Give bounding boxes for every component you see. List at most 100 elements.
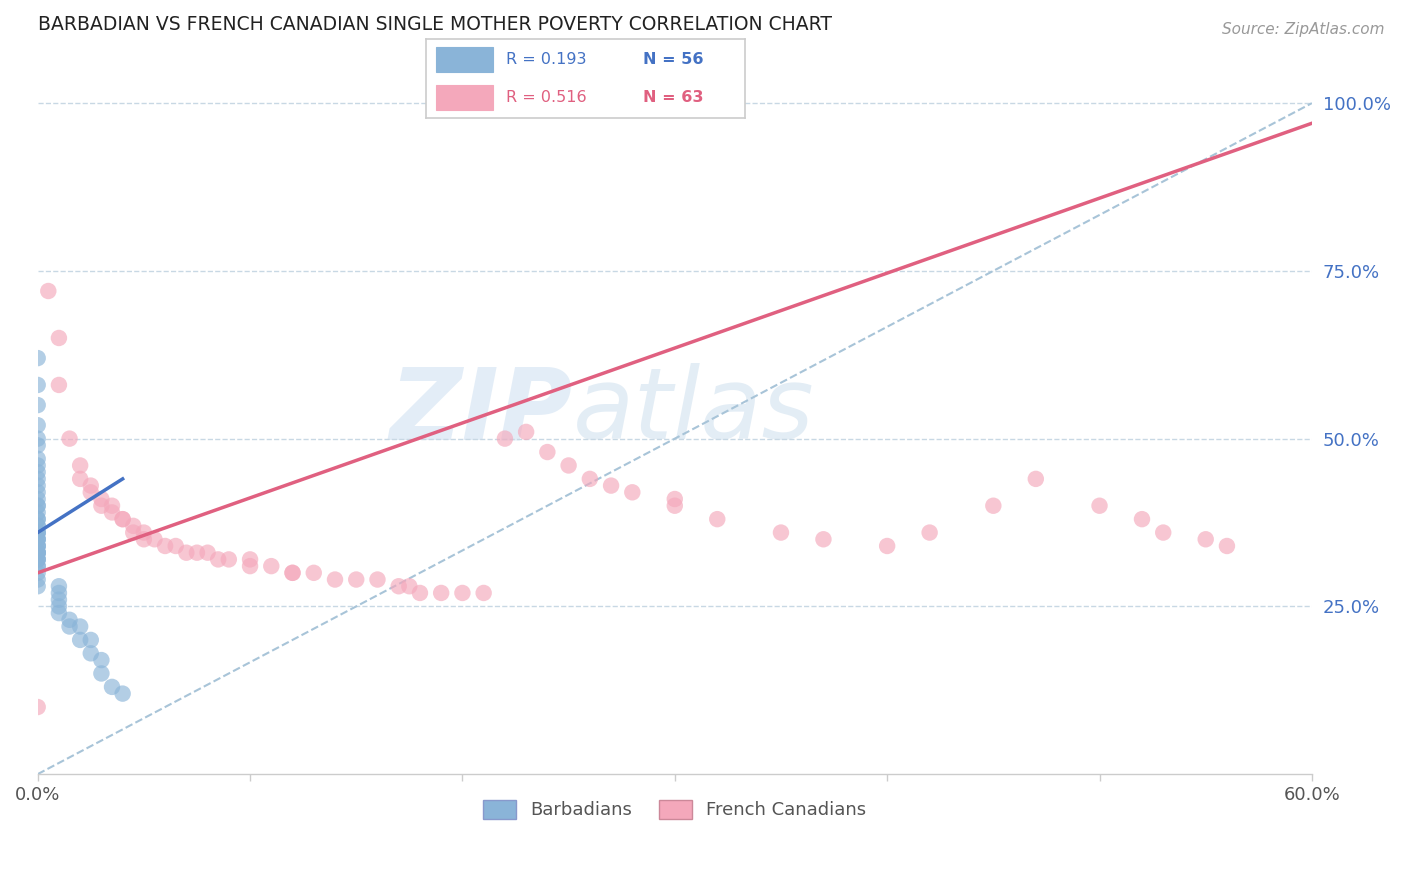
Point — [197, 546, 219, 560]
Point — [398, 579, 420, 593]
Point — [69, 458, 91, 473]
Point — [27, 485, 49, 500]
Point — [472, 586, 495, 600]
Point — [101, 499, 124, 513]
Point — [27, 378, 49, 392]
Point — [90, 666, 112, 681]
Point — [27, 512, 49, 526]
Text: Source: ZipAtlas.com: Source: ZipAtlas.com — [1222, 22, 1385, 37]
Point — [27, 505, 49, 519]
Point — [27, 552, 49, 566]
Point — [48, 331, 70, 345]
Point — [111, 512, 134, 526]
Point — [323, 573, 346, 587]
Point — [27, 499, 49, 513]
Point — [27, 566, 49, 580]
Point — [80, 646, 103, 660]
Point — [48, 592, 70, 607]
Point — [706, 512, 728, 526]
Point — [132, 533, 155, 547]
Point — [27, 552, 49, 566]
Point — [621, 485, 644, 500]
Text: BARBADIAN VS FRENCH CANADIAN SINGLE MOTHER POVERTY CORRELATION CHART: BARBADIAN VS FRENCH CANADIAN SINGLE MOTH… — [38, 15, 832, 34]
Text: ZIP: ZIP — [389, 363, 572, 460]
Point — [48, 599, 70, 614]
Point — [90, 499, 112, 513]
Point — [344, 573, 367, 587]
Point — [664, 491, 686, 506]
Point — [536, 445, 558, 459]
Point — [132, 525, 155, 540]
Point — [48, 586, 70, 600]
Point — [430, 586, 453, 600]
Point — [876, 539, 898, 553]
Point — [69, 619, 91, 633]
Point — [80, 485, 103, 500]
Point — [111, 512, 134, 526]
Point — [69, 632, 91, 647]
Point — [27, 519, 49, 533]
Point — [1216, 539, 1239, 553]
Point — [207, 552, 229, 566]
Point — [600, 478, 623, 492]
Point — [1088, 499, 1111, 513]
Point — [101, 505, 124, 519]
Point — [143, 533, 166, 547]
Point — [153, 539, 176, 553]
Point — [48, 378, 70, 392]
Point — [664, 499, 686, 513]
Point — [515, 425, 537, 439]
Point — [90, 653, 112, 667]
Legend: Barbadians, French Canadians: Barbadians, French Canadians — [477, 793, 873, 827]
Point — [80, 632, 103, 647]
Point — [27, 525, 49, 540]
Point — [1025, 472, 1047, 486]
Point — [27, 539, 49, 553]
Point — [27, 559, 49, 574]
Point — [27, 458, 49, 473]
Point — [176, 546, 198, 560]
Point — [27, 546, 49, 560]
Point — [27, 552, 49, 566]
Text: atlas: atlas — [572, 363, 814, 460]
Point — [122, 519, 145, 533]
Point — [1152, 525, 1174, 540]
Point — [80, 478, 103, 492]
Point — [27, 539, 49, 553]
Point — [27, 499, 49, 513]
Point — [48, 606, 70, 620]
Point — [813, 533, 835, 547]
Point — [27, 478, 49, 492]
Point — [58, 613, 80, 627]
Point — [218, 552, 240, 566]
Point — [27, 579, 49, 593]
Point — [27, 573, 49, 587]
Point — [101, 680, 124, 694]
Point — [981, 499, 1004, 513]
Point — [409, 586, 432, 600]
Point — [388, 579, 411, 593]
Point — [366, 573, 388, 587]
Point — [186, 546, 208, 560]
Point — [27, 546, 49, 560]
Point — [27, 533, 49, 547]
Point — [281, 566, 304, 580]
Point — [27, 491, 49, 506]
Point — [27, 559, 49, 574]
Point — [58, 619, 80, 633]
Point — [1130, 512, 1153, 526]
Point — [27, 525, 49, 540]
Point — [918, 525, 941, 540]
Point — [37, 284, 59, 298]
Point — [69, 472, 91, 486]
Point — [111, 687, 134, 701]
Point — [48, 579, 70, 593]
Point — [260, 559, 283, 574]
Point — [27, 525, 49, 540]
Point — [451, 586, 474, 600]
Point — [557, 458, 579, 473]
Point — [27, 512, 49, 526]
Point — [579, 472, 602, 486]
Point — [27, 472, 49, 486]
Point — [27, 398, 49, 412]
